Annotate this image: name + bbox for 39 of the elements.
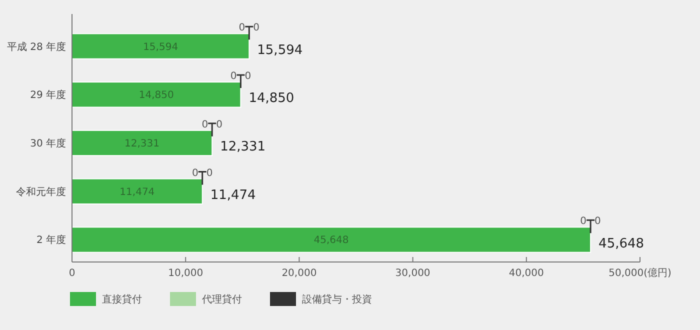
x-tick-label: 30,000 <box>395 268 430 279</box>
data-label: 45,648 <box>314 235 349 246</box>
x-tick-label: 0 <box>68 268 76 279</box>
total-label: 45,648 <box>598 236 644 252</box>
x-tick-label: 50,000(億円) <box>608 267 672 279</box>
data-label: 0 <box>594 216 601 228</box>
bar <box>72 130 213 156</box>
data-label: 0 <box>230 71 237 82</box>
legend-label: 直接貸付 <box>102 294 142 306</box>
total-label: 12,331 <box>220 140 266 155</box>
data-label: 15,594 <box>143 42 178 53</box>
data-label: 0 <box>238 22 246 34</box>
data-label: 0 <box>580 216 587 228</box>
x-tick-label: 10,000 <box>168 268 204 279</box>
data-label: 0 <box>192 168 198 179</box>
bar <box>72 33 250 60</box>
data-label: 0 <box>202 119 208 130</box>
y-tick-label: 平成 28 年度 <box>6 40 66 53</box>
total-label: 15,594 <box>257 42 303 58</box>
bar <box>72 226 592 253</box>
total-label: 11,474 <box>210 188 256 203</box>
bar <box>72 82 242 108</box>
y-tick-label: 30 年度 <box>30 138 66 150</box>
y-tick-label: 令和元年度 <box>16 186 66 198</box>
legend-label: 代理貸付 <box>201 294 242 306</box>
legend-label: 設備貸与・投資 <box>302 294 372 306</box>
data-label: 0 <box>244 71 252 82</box>
data-label: 12,331 <box>124 138 160 150</box>
data-label: 0 <box>206 168 213 179</box>
x-tick-label: 40,000 <box>508 268 544 279</box>
y-tick-label: 29 年度 <box>30 89 66 102</box>
x-tick-label: 20,000 <box>282 268 317 279</box>
data-label: 11,474 <box>120 186 155 198</box>
total-label: 14,850 <box>248 91 294 106</box>
data-label: 0 <box>216 119 222 130</box>
y-tick-label: 2 年度 <box>36 234 66 246</box>
bar <box>72 178 203 204</box>
data-label: 14,850 <box>138 90 174 102</box>
data-label: 0 <box>253 22 260 34</box>
